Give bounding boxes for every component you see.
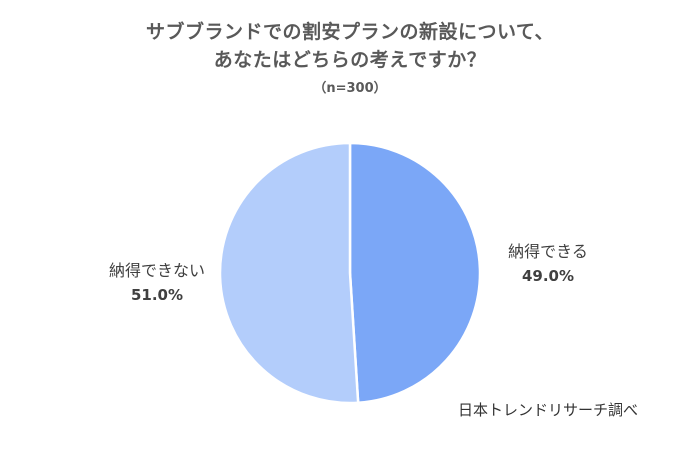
slice-label-yes-value: 49.0% <box>521 267 575 285</box>
pie-slice-no <box>218 141 360 405</box>
slice-label-no: 納得できない 51.0% <box>92 259 222 307</box>
chart-subtitle: （n=300） <box>313 81 387 96</box>
source-note: 日本トレンドリサーチ調べ <box>458 401 639 419</box>
slice-label-yes-name: 納得できる <box>508 242 588 261</box>
chart-title-line-1: サブブランドでの割安プランの新設について、 <box>146 21 554 43</box>
chart-title-line-2: あなたはどちらの考えですか？ <box>213 49 487 71</box>
pie-slice-yes <box>348 141 482 404</box>
slice-label-yes: 納得できる 49.0% <box>488 240 608 288</box>
slice-label-no-name: 納得できない <box>108 261 205 280</box>
slice-label-no-value: 51.0% <box>130 286 184 304</box>
